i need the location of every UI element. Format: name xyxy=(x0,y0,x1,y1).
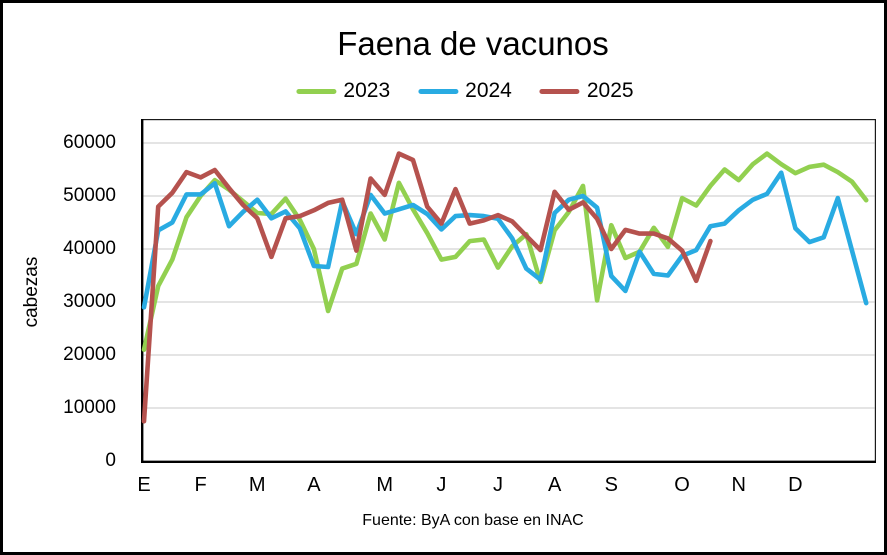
legend-swatch-2024 xyxy=(418,88,459,94)
legend: 2023 2024 2025 xyxy=(296,79,634,103)
legend-swatch-2025 xyxy=(539,88,580,94)
x-month-label-9-S: S xyxy=(604,474,618,496)
x-month-label-8-A: A xyxy=(547,474,562,496)
x-month-label-7-J: J xyxy=(493,474,503,496)
series-line-2023 xyxy=(141,151,869,352)
x-month-label-10-O: O xyxy=(674,474,690,496)
legend-item-2023: 2023 xyxy=(296,79,390,103)
plot-border xyxy=(141,119,876,463)
chart-title: Faena de vacunos xyxy=(337,25,609,62)
x-month-label-12-D: D xyxy=(788,474,803,496)
legend-item-2024: 2024 xyxy=(418,79,512,103)
x-month-label-4-A: A xyxy=(307,474,321,496)
y-tick-label-40000: 40000 xyxy=(63,238,116,259)
legend-item-2025: 2025 xyxy=(539,79,634,103)
series-line-2024 xyxy=(141,170,869,310)
y-tick-label-30000: 30000 xyxy=(63,291,116,312)
x-month-label-6-J: J xyxy=(436,474,447,496)
y-tick-label-0: 0 xyxy=(105,450,116,471)
x-month-label-11-N: N xyxy=(731,474,746,496)
legend-label-2025: 2025 xyxy=(586,79,634,102)
legend-label-2024: 2024 xyxy=(465,79,512,102)
plot-area xyxy=(141,119,876,463)
legend-label-2023: 2023 xyxy=(343,79,391,102)
x-month-label-3-M: M xyxy=(248,474,266,496)
legend-swatch-2023 xyxy=(296,88,337,94)
x-month-label-2-F: F xyxy=(194,474,207,496)
y-tick-label-60000: 60000 xyxy=(63,132,116,153)
x-month-label-5-M: M xyxy=(376,474,394,496)
y-tick-label-50000: 50000 xyxy=(63,185,116,206)
source-note: Fuente: ByA con base en INAC xyxy=(362,512,584,529)
x-month-label-1-E: E xyxy=(137,474,151,496)
y-tick-label-10000: 10000 xyxy=(63,397,116,418)
y-tick-label-20000: 20000 xyxy=(63,344,116,365)
series-line-2025 xyxy=(141,151,713,424)
